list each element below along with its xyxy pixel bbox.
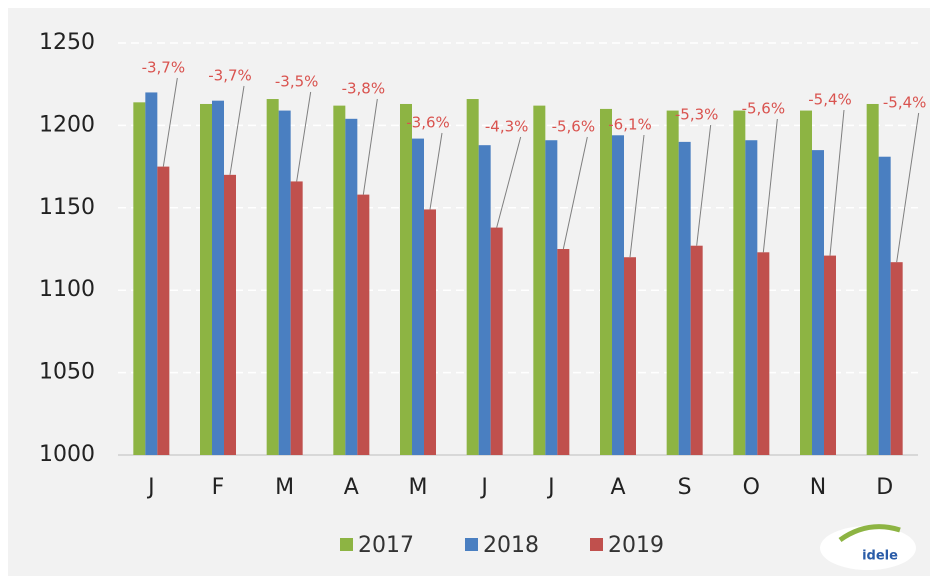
bar bbox=[812, 150, 824, 455]
bar bbox=[733, 110, 746, 456]
y-tick-label: 1100 bbox=[39, 277, 95, 302]
y-tick-label: 1000 bbox=[39, 442, 95, 467]
logo: idele bbox=[820, 524, 916, 570]
annotation: -5,6% bbox=[552, 118, 596, 136]
bar bbox=[424, 209, 436, 455]
bar bbox=[533, 105, 546, 456]
bar bbox=[490, 227, 503, 455]
bar bbox=[278, 110, 291, 456]
bar bbox=[345, 118, 358, 456]
annotation-leader bbox=[162, 77, 178, 167]
bar bbox=[290, 181, 303, 455]
bar bbox=[145, 92, 158, 455]
bar bbox=[266, 99, 279, 456]
x-tick-label: A bbox=[344, 475, 359, 500]
annotation-leader bbox=[296, 91, 312, 182]
legend-swatch bbox=[465, 538, 478, 551]
legend-label: 2018 bbox=[483, 533, 539, 558]
bar bbox=[224, 174, 236, 455]
x-tick-label: A bbox=[610, 475, 625, 500]
bar bbox=[666, 110, 679, 456]
x-tick-label: F bbox=[212, 475, 225, 500]
annotation-leader bbox=[762, 118, 778, 253]
annotation-leader bbox=[696, 124, 712, 246]
x-tick-label: N bbox=[810, 475, 826, 500]
bar bbox=[400, 103, 412, 455]
bar bbox=[745, 140, 758, 455]
bar bbox=[612, 135, 624, 455]
logo-text: idele bbox=[862, 549, 898, 564]
annotation-leader bbox=[629, 134, 645, 258]
legend-swatch bbox=[340, 538, 353, 551]
annotation-leader bbox=[829, 109, 845, 256]
y-tick-label: 1250 bbox=[39, 30, 95, 55]
legend-swatch bbox=[590, 538, 603, 551]
annotation: -5,4% bbox=[883, 94, 927, 112]
bar bbox=[624, 257, 636, 455]
bar bbox=[800, 110, 812, 456]
annotation: -5,6% bbox=[742, 100, 786, 118]
annotation: -5,3% bbox=[675, 106, 719, 124]
x-tick-label: J bbox=[479, 475, 488, 500]
annotation: -4,3% bbox=[485, 118, 529, 136]
bar bbox=[824, 255, 836, 455]
legend-label: 2019 bbox=[608, 533, 664, 558]
annotation-leader bbox=[896, 112, 920, 263]
y-tick-label: 1050 bbox=[39, 360, 95, 385]
bar bbox=[866, 103, 879, 455]
bar bbox=[600, 108, 612, 456]
annotation: -3,5% bbox=[275, 73, 319, 91]
x-tick-label: M bbox=[409, 475, 428, 500]
bar bbox=[757, 252, 770, 455]
annotation: -3,7% bbox=[208, 67, 252, 85]
bar bbox=[157, 166, 170, 455]
bar bbox=[412, 138, 424, 456]
x-tick-label: O bbox=[743, 475, 760, 500]
x-tick-label: J bbox=[546, 475, 555, 500]
annotation-leader bbox=[429, 132, 443, 210]
annotation-leader bbox=[362, 98, 378, 195]
annotation: -6,1% bbox=[608, 116, 652, 134]
bar bbox=[690, 245, 703, 455]
logo-swoosh bbox=[838, 524, 901, 543]
y-tick-label: 1200 bbox=[39, 112, 95, 137]
annotation-leader bbox=[229, 85, 245, 175]
annotation: -3,7% bbox=[142, 59, 186, 77]
bar bbox=[557, 249, 570, 455]
bar bbox=[890, 262, 903, 455]
x-tick-label: M bbox=[275, 475, 294, 500]
x-tick-label: S bbox=[678, 475, 692, 500]
bar bbox=[545, 140, 558, 455]
bar bbox=[478, 145, 491, 455]
y-tick-label: 1150 bbox=[39, 195, 95, 220]
bar bbox=[333, 105, 346, 456]
bar bbox=[200, 103, 212, 455]
x-tick-label: D bbox=[876, 475, 893, 500]
bar bbox=[357, 194, 370, 455]
annotation-leader bbox=[562, 136, 588, 250]
annotation: -5,4% bbox=[808, 91, 852, 109]
x-tick-label: J bbox=[146, 475, 155, 500]
annotation-leader bbox=[496, 136, 522, 228]
legend-label: 2017 bbox=[358, 533, 414, 558]
bar bbox=[466, 99, 479, 456]
bar bbox=[878, 156, 891, 455]
bar bbox=[678, 141, 691, 455]
annotation: -3,6% bbox=[406, 114, 450, 132]
bar bbox=[212, 100, 224, 456]
annotation: -3,8% bbox=[342, 80, 386, 98]
bar bbox=[133, 102, 146, 455]
